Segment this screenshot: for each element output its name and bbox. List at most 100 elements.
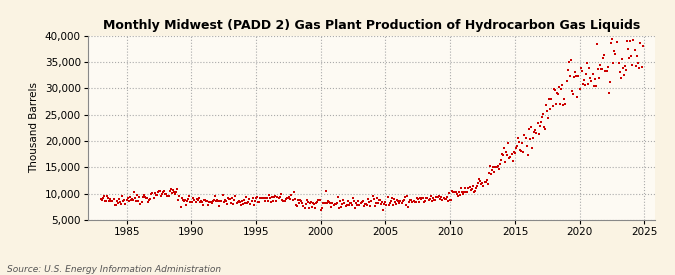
Point xyxy=(203,202,214,207)
Point xyxy=(526,145,537,150)
Point xyxy=(108,197,119,202)
Point xyxy=(274,195,285,199)
Point xyxy=(429,198,439,202)
Point xyxy=(526,125,537,129)
Point xyxy=(313,198,324,202)
Point xyxy=(383,203,394,208)
Point xyxy=(153,190,163,194)
Point xyxy=(533,132,544,137)
Point xyxy=(631,54,642,59)
Point xyxy=(358,204,369,208)
Point xyxy=(458,192,468,196)
Point xyxy=(427,199,437,204)
Point xyxy=(261,196,271,200)
Point xyxy=(196,199,207,204)
Point xyxy=(389,199,400,204)
Point xyxy=(510,145,521,150)
Point xyxy=(130,196,140,200)
Point xyxy=(587,72,598,76)
Point xyxy=(178,199,189,203)
Point xyxy=(612,40,622,44)
Point xyxy=(169,192,180,197)
Point xyxy=(559,97,570,101)
Point xyxy=(586,79,597,83)
Point xyxy=(335,199,346,204)
Point xyxy=(204,200,215,204)
Point xyxy=(419,200,430,204)
Point xyxy=(213,199,223,204)
Point xyxy=(281,197,292,201)
Point xyxy=(113,200,124,205)
Point xyxy=(158,190,169,194)
Point xyxy=(120,202,131,206)
Point xyxy=(609,49,620,53)
Point xyxy=(319,201,329,205)
Point xyxy=(194,200,205,205)
Point xyxy=(312,200,323,204)
Point xyxy=(212,198,223,203)
Point xyxy=(441,195,452,200)
Point xyxy=(541,103,551,108)
Point xyxy=(240,201,250,205)
Point xyxy=(200,198,211,202)
Point xyxy=(165,187,176,191)
Point xyxy=(175,205,186,209)
Point xyxy=(292,204,302,208)
Point xyxy=(463,186,474,190)
Point xyxy=(110,202,121,207)
Point xyxy=(385,199,396,204)
Point xyxy=(593,67,603,71)
Point xyxy=(276,197,287,202)
Point xyxy=(281,196,292,200)
Point xyxy=(557,82,568,87)
Point xyxy=(391,202,402,206)
Point xyxy=(516,148,526,153)
Point xyxy=(544,97,555,101)
Point xyxy=(140,196,151,200)
Point xyxy=(122,195,133,200)
Point xyxy=(416,196,427,200)
Point xyxy=(522,152,533,157)
Point xyxy=(400,195,410,200)
Point xyxy=(326,205,337,209)
Point xyxy=(604,79,615,84)
Point xyxy=(622,39,632,43)
Point xyxy=(378,208,389,212)
Point xyxy=(268,199,279,204)
Point xyxy=(447,189,458,193)
Point xyxy=(608,60,618,65)
Point xyxy=(512,144,522,148)
Point xyxy=(626,54,637,58)
Point xyxy=(169,189,180,194)
Point xyxy=(132,193,142,197)
Point xyxy=(414,200,425,204)
Point xyxy=(501,150,512,155)
Point xyxy=(139,195,150,199)
Point xyxy=(306,205,317,209)
Point xyxy=(124,199,134,204)
Point xyxy=(555,101,566,106)
Point xyxy=(505,155,516,159)
Title: Monthly Midwest (PADD 2) Gas Plant Production of Hydrocarbon Gas Liquids: Monthly Midwest (PADD 2) Gas Plant Produ… xyxy=(103,19,640,32)
Point xyxy=(490,165,501,169)
Point xyxy=(620,64,630,68)
Point xyxy=(436,195,447,200)
Point xyxy=(126,197,136,202)
Point xyxy=(545,106,556,111)
Point xyxy=(279,199,290,203)
Point xyxy=(254,200,265,204)
Point xyxy=(493,167,504,171)
Point xyxy=(475,178,485,183)
Point xyxy=(369,197,379,201)
Point xyxy=(261,196,272,200)
Point xyxy=(412,197,423,202)
Point xyxy=(214,204,225,208)
Point xyxy=(568,92,578,97)
Point xyxy=(480,180,491,185)
Point xyxy=(530,128,541,132)
Point xyxy=(293,198,304,202)
Point xyxy=(298,204,309,208)
Point xyxy=(111,199,122,204)
Point xyxy=(263,192,274,197)
Point xyxy=(379,202,389,207)
